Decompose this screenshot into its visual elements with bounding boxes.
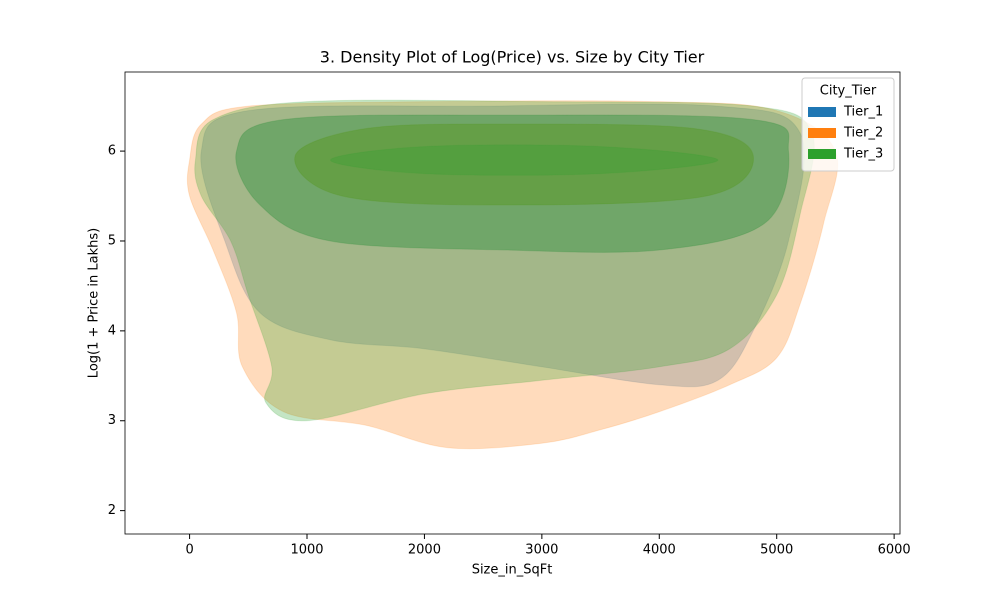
x-tick-label: 2000 <box>408 543 441 558</box>
x-tick-label: 6000 <box>878 543 911 558</box>
legend-label: Tier_3 <box>843 147 883 162</box>
density-contour <box>200 103 805 388</box>
x-axis-label: Size_in_SqFt <box>472 563 553 578</box>
y-tick-label: 5 <box>108 233 116 248</box>
x-tick-label: 4000 <box>643 543 676 558</box>
density-contour <box>235 114 790 253</box>
x-tick-label: 0 <box>185 543 193 558</box>
x-tick-label: 5000 <box>760 543 793 558</box>
y-axis-label: Log(1 + Price in Lakhs) <box>87 228 102 378</box>
density-contour <box>294 123 754 206</box>
chart-title: 3. Density Plot of Log(Price) vs. Size b… <box>320 48 705 67</box>
y-tick-label: 2 <box>108 503 116 518</box>
legend-label: Tier_1 <box>843 105 883 120</box>
plot-frame <box>124 71 901 535</box>
density-contour <box>329 144 719 176</box>
legend-box <box>801 77 895 172</box>
y-tick-label: 4 <box>108 323 116 338</box>
density-contour <box>186 100 839 450</box>
plot-area <box>186 99 839 450</box>
density-contour <box>235 114 790 253</box>
legend-title: City_Tier <box>820 84 877 99</box>
legend-swatch <box>808 149 836 159</box>
y-tick-label: 6 <box>108 144 116 159</box>
x-tick-label: 3000 <box>525 543 558 558</box>
x-tick-label: 1000 <box>290 543 323 558</box>
legend-label: Tier_2 <box>843 126 883 141</box>
legend-swatch <box>808 128 836 138</box>
y-tick-label: 3 <box>108 413 116 428</box>
density-contour <box>294 123 754 206</box>
density-contour <box>194 99 815 422</box>
legend-swatch <box>808 107 836 117</box>
